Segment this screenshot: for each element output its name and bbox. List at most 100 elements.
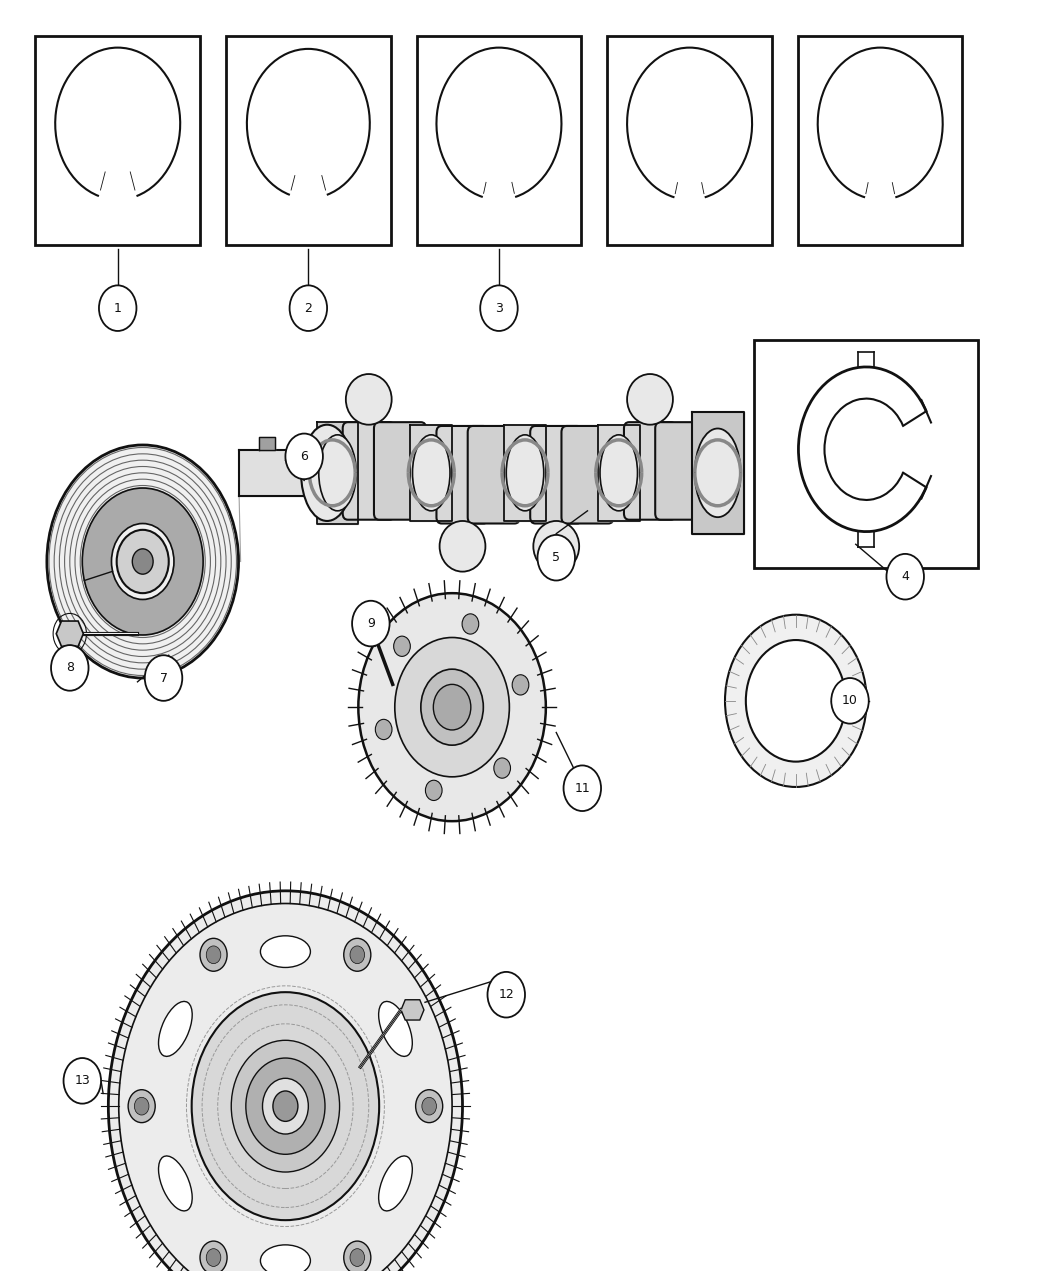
Ellipse shape bbox=[345, 374, 392, 425]
Circle shape bbox=[200, 1241, 227, 1274]
Circle shape bbox=[231, 1040, 339, 1172]
Circle shape bbox=[47, 445, 238, 678]
Circle shape bbox=[358, 593, 546, 821]
Polygon shape bbox=[597, 425, 639, 521]
Circle shape bbox=[343, 1241, 371, 1274]
Text: 11: 11 bbox=[574, 782, 590, 794]
Circle shape bbox=[290, 286, 328, 332]
Text: 2: 2 bbox=[304, 302, 312, 315]
Circle shape bbox=[421, 669, 483, 745]
Circle shape bbox=[886, 553, 924, 599]
Text: 7: 7 bbox=[160, 672, 168, 685]
Text: 13: 13 bbox=[75, 1075, 90, 1088]
Ellipse shape bbox=[159, 1156, 192, 1211]
Polygon shape bbox=[238, 450, 322, 496]
FancyBboxPatch shape bbox=[562, 426, 613, 524]
Circle shape bbox=[512, 674, 529, 695]
Circle shape bbox=[480, 286, 518, 332]
Circle shape bbox=[395, 638, 509, 776]
Text: Grade C: Grade C bbox=[475, 214, 523, 227]
FancyBboxPatch shape bbox=[374, 422, 426, 520]
FancyBboxPatch shape bbox=[342, 422, 395, 520]
Text: 10: 10 bbox=[842, 695, 858, 708]
FancyBboxPatch shape bbox=[624, 422, 676, 520]
FancyBboxPatch shape bbox=[655, 422, 708, 520]
Text: 1: 1 bbox=[113, 302, 122, 315]
Text: 5: 5 bbox=[552, 551, 561, 565]
Polygon shape bbox=[411, 425, 453, 521]
Text: 3: 3 bbox=[495, 302, 503, 315]
Text: Grade A: Grade A bbox=[93, 214, 142, 227]
Circle shape bbox=[192, 992, 379, 1220]
Circle shape bbox=[425, 780, 442, 801]
Circle shape bbox=[64, 1058, 101, 1104]
Ellipse shape bbox=[413, 435, 450, 511]
Polygon shape bbox=[259, 437, 275, 450]
Ellipse shape bbox=[695, 428, 740, 518]
Circle shape bbox=[416, 1090, 443, 1122]
Circle shape bbox=[134, 1098, 149, 1116]
Text: Grade B: Grade B bbox=[285, 214, 333, 227]
Circle shape bbox=[352, 601, 390, 646]
Circle shape bbox=[832, 678, 868, 724]
Text: 8: 8 bbox=[66, 662, 74, 674]
Polygon shape bbox=[401, 1000, 424, 1020]
Circle shape bbox=[99, 286, 136, 332]
Ellipse shape bbox=[159, 1001, 192, 1057]
Circle shape bbox=[262, 1079, 309, 1133]
Circle shape bbox=[538, 536, 575, 580]
Circle shape bbox=[724, 615, 866, 787]
Ellipse shape bbox=[260, 1244, 311, 1275]
Polygon shape bbox=[57, 621, 83, 646]
Circle shape bbox=[494, 757, 510, 778]
Circle shape bbox=[746, 640, 846, 761]
Circle shape bbox=[343, 938, 371, 972]
Circle shape bbox=[117, 530, 169, 593]
FancyBboxPatch shape bbox=[467, 426, 520, 524]
Ellipse shape bbox=[600, 435, 637, 511]
Ellipse shape bbox=[506, 435, 544, 511]
Text: 6: 6 bbox=[300, 450, 308, 463]
Text: .025 MM U/S: .025 MM U/S bbox=[653, 214, 727, 227]
Bar bbox=[226, 36, 391, 245]
Circle shape bbox=[487, 972, 525, 1017]
Circle shape bbox=[128, 1090, 155, 1122]
Circle shape bbox=[350, 946, 364, 964]
Bar bbox=[417, 36, 582, 245]
Circle shape bbox=[375, 719, 392, 739]
Ellipse shape bbox=[379, 1156, 413, 1211]
Text: 9: 9 bbox=[366, 617, 375, 630]
Circle shape bbox=[273, 1091, 298, 1122]
Circle shape bbox=[145, 655, 183, 701]
Circle shape bbox=[462, 613, 479, 634]
Circle shape bbox=[350, 1248, 364, 1266]
Polygon shape bbox=[504, 425, 546, 521]
Circle shape bbox=[206, 946, 220, 964]
Bar bbox=[607, 36, 772, 245]
Ellipse shape bbox=[533, 521, 580, 571]
Text: 12: 12 bbox=[499, 988, 514, 1001]
Text: .25 MM U/S: .25 MM U/S bbox=[847, 214, 914, 227]
FancyBboxPatch shape bbox=[437, 426, 488, 524]
Circle shape bbox=[246, 1058, 326, 1154]
Circle shape bbox=[422, 1098, 437, 1116]
FancyBboxPatch shape bbox=[530, 426, 583, 524]
Circle shape bbox=[132, 548, 153, 574]
Ellipse shape bbox=[319, 435, 356, 511]
Ellipse shape bbox=[301, 425, 353, 521]
Bar bbox=[754, 340, 979, 567]
Circle shape bbox=[564, 765, 601, 811]
Ellipse shape bbox=[627, 374, 673, 425]
Circle shape bbox=[394, 636, 411, 657]
Bar bbox=[36, 36, 200, 245]
Polygon shape bbox=[317, 422, 358, 524]
Polygon shape bbox=[692, 412, 743, 534]
Circle shape bbox=[200, 938, 227, 972]
Bar bbox=[798, 36, 963, 245]
Ellipse shape bbox=[379, 1001, 413, 1057]
Circle shape bbox=[51, 645, 88, 691]
Circle shape bbox=[206, 1248, 220, 1266]
Ellipse shape bbox=[260, 936, 311, 968]
Circle shape bbox=[365, 620, 382, 640]
Text: 4: 4 bbox=[901, 570, 909, 583]
